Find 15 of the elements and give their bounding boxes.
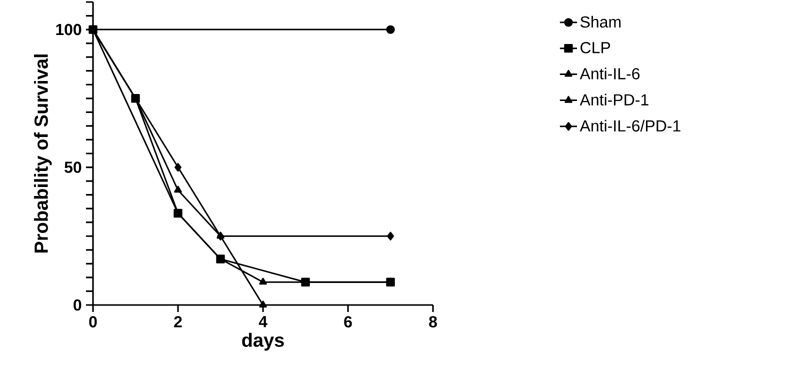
x-tick-label: 4: [258, 316, 268, 328]
legend-label: Anti-IL-6/PD-1: [580, 120, 680, 132]
y-axis-title: Probability of Survival: [34, 54, 52, 253]
y-tick-label: 100: [56, 24, 82, 36]
x-tick-label: 6: [344, 316, 352, 328]
x-tick-label: 8: [429, 316, 437, 328]
x-axis-title: days: [242, 332, 284, 351]
legend-label: Anti-IL-6: [580, 68, 640, 80]
legend-label: Anti-PD-1: [580, 94, 648, 106]
y-tick-label: 50: [64, 162, 82, 173]
y-tick-label: 0: [74, 299, 82, 311]
legend-label: Sham: [580, 16, 620, 28]
x-tick-label: 0: [89, 316, 97, 328]
x-tick-label: 2: [174, 316, 182, 328]
legend-label: CLP: [580, 42, 610, 54]
